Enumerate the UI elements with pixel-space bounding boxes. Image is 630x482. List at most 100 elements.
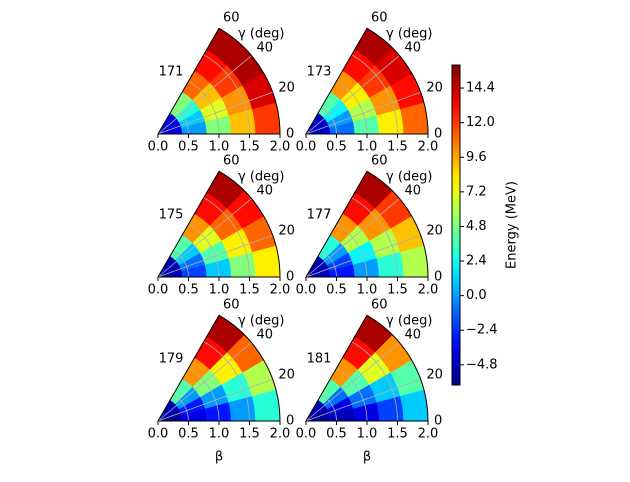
y-tick-label: 60 <box>223 297 240 312</box>
y-tick-label: 0 <box>434 414 442 429</box>
y-tick-label: 40 <box>405 183 422 198</box>
grid-ray <box>157 234 273 278</box>
x-tick-label: 1.5 <box>239 140 260 155</box>
x-tick-label: 1.0 <box>209 140 230 155</box>
grid-ray <box>157 198 252 278</box>
colorbar-tick-label: −4.8 <box>466 357 498 372</box>
x-tick-label: 1.0 <box>357 140 378 155</box>
grid-ray <box>305 91 421 135</box>
y-tick-label: 20 <box>278 224 295 239</box>
x-tick-label: 0.5 <box>326 427 347 442</box>
panel-title: 171 <box>159 65 184 80</box>
panel-title: 173 <box>307 65 332 80</box>
x-tick-label: 2.0 <box>418 283 439 298</box>
grid-ray <box>157 342 252 422</box>
x-tick-label: 1.0 <box>209 427 230 442</box>
y-tick-label: 60 <box>223 10 240 25</box>
y-axis-label: γ (deg) <box>238 170 284 185</box>
grid-arc <box>351 54 398 135</box>
panel-title: 177 <box>307 208 332 223</box>
sector-outline <box>157 314 281 422</box>
grid-arc <box>188 223 220 278</box>
x-tick-label: 2.0 <box>418 427 439 442</box>
x-tick-label: 0.5 <box>178 140 199 155</box>
y-tick-label: 20 <box>278 81 295 96</box>
x-tick-label: 2.0 <box>418 140 439 155</box>
sector-outline <box>157 170 281 278</box>
y-tick-label: 60 <box>371 153 388 168</box>
sector-outline <box>157 27 281 135</box>
grid-ray <box>157 55 252 135</box>
grid-arc <box>336 367 368 422</box>
x-tick-label: 0.5 <box>326 283 347 298</box>
colorbar-label: Energy (MeV) <box>505 181 520 269</box>
y-tick-label: 60 <box>371 10 388 25</box>
grid-arc <box>336 223 368 278</box>
colorbar-tick-label: 4.8 <box>466 219 487 234</box>
y-tick-label: 40 <box>257 327 274 342</box>
grid-arc <box>336 80 368 135</box>
y-axis-label: γ (deg) <box>386 27 432 42</box>
grid-arc <box>188 367 220 422</box>
y-tick-label: 40 <box>405 327 422 342</box>
x-tick-label: 2.0 <box>270 283 291 298</box>
grid-ray <box>305 198 400 278</box>
x-tick-label: 1.5 <box>387 140 408 155</box>
grid-arc <box>203 54 250 135</box>
y-tick-label: 40 <box>257 40 274 55</box>
y-tick-label: 20 <box>278 368 295 383</box>
x-tick-label: 2.0 <box>270 427 291 442</box>
x-tick-label: 1.0 <box>209 283 230 298</box>
panel-title: 179 <box>159 352 184 367</box>
colorbar-tick-label: −2.4 <box>466 323 498 338</box>
y-tick-label: 0 <box>286 270 294 285</box>
x-tick-label: 0.0 <box>296 427 317 442</box>
y-tick-label: 20 <box>426 81 443 96</box>
y-tick-label: 20 <box>426 368 443 383</box>
grid-arc <box>173 394 189 422</box>
panel-title: 175 <box>159 208 184 223</box>
y-tick-label: 60 <box>223 153 240 168</box>
x-axis-label: β <box>363 450 371 465</box>
x-tick-label: 1.5 <box>387 283 408 298</box>
x-tick-label: 0.5 <box>178 283 199 298</box>
colorbar-tick-label: 9.6 <box>466 150 487 165</box>
y-tick-label: 40 <box>405 40 422 55</box>
x-tick-label: 0.5 <box>326 140 347 155</box>
grid-ray <box>305 55 400 135</box>
y-tick-label: 0 <box>286 414 294 429</box>
x-tick-label: 1.5 <box>239 427 260 442</box>
grid-ray <box>305 378 421 422</box>
grid-ray <box>157 378 273 422</box>
sector-outline <box>305 314 429 422</box>
grid-ray <box>157 91 273 135</box>
x-tick-label: 1.5 <box>387 427 408 442</box>
x-tick-label: 0.0 <box>148 427 169 442</box>
y-axis-label: γ (deg) <box>238 314 284 329</box>
sector-outline <box>305 170 429 278</box>
grid-arc <box>173 107 189 135</box>
y-tick-label: 0 <box>286 127 294 142</box>
colorbar-tick-label: 7.2 <box>466 184 487 199</box>
x-tick-label: 0.0 <box>148 283 169 298</box>
colorbar-tick-label: 14.4 <box>466 81 495 96</box>
grid-arc <box>203 197 250 278</box>
grid-arc <box>173 250 189 278</box>
grid-ray <box>305 234 421 278</box>
grid-arc <box>203 341 250 422</box>
grid-arc <box>188 80 220 135</box>
colorbar <box>451 64 461 386</box>
sector-outline <box>305 27 429 135</box>
y-axis-label: γ (deg) <box>238 27 284 42</box>
y-tick-label: 0 <box>434 127 442 142</box>
x-tick-label: 1.0 <box>357 283 378 298</box>
x-tick-label: 2.0 <box>270 140 291 155</box>
x-tick-label: 0.0 <box>296 140 317 155</box>
grid-arc <box>351 341 398 422</box>
panel-title: 181 <box>307 352 332 367</box>
grid-ray <box>305 342 400 422</box>
x-tick-label: 1.5 <box>239 283 260 298</box>
y-axis-label: γ (deg) <box>386 314 432 329</box>
x-tick-label: 1.0 <box>357 427 378 442</box>
